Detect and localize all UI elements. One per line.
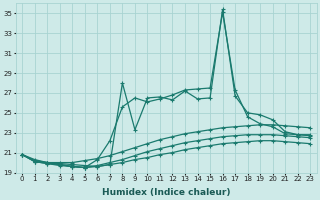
X-axis label: Humidex (Indice chaleur): Humidex (Indice chaleur) (102, 188, 230, 197)
